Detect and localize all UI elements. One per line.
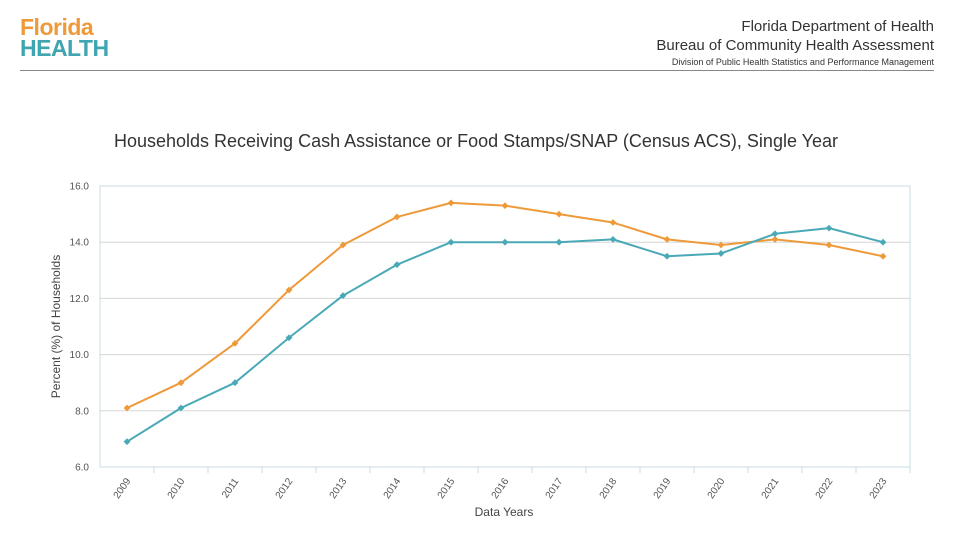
x-tick-label: 2023: [868, 476, 890, 501]
data-point-series-1[interactable]: [393, 213, 401, 221]
data-point-series-1[interactable]: [123, 404, 131, 412]
x-tick-label: 2014: [382, 476, 404, 501]
data-point-series-1[interactable]: [501, 202, 509, 210]
data-point-series-1[interactable]: [609, 219, 617, 226]
data-point-series-1[interactable]: [663, 235, 671, 243]
data-point-series-2[interactable]: [501, 238, 509, 246]
data-point-series-2[interactable]: [717, 250, 725, 257]
header-organization: Florida Department of Health Bureau of C…: [656, 17, 934, 69]
data-point-series-2[interactable]: [609, 235, 617, 243]
data-point-series-1[interactable]: [879, 252, 887, 260]
data-point-series-2[interactable]: [393, 261, 401, 269]
data-point-series-2[interactable]: [555, 238, 563, 246]
data-point-series-1[interactable]: [231, 339, 239, 347]
y-tick-label: 10.0: [70, 350, 90, 361]
data-point-series-2[interactable]: [123, 438, 131, 446]
data-point-series-2[interactable]: [285, 334, 293, 342]
x-tick-label: 2011: [220, 476, 242, 500]
y-tick-label: 8.0: [75, 406, 89, 417]
y-tick-label: 6.0: [75, 463, 89, 474]
logo-text-florida: Florida: [20, 14, 94, 40]
x-tick-label: 2017: [544, 476, 566, 501]
data-point-series-1[interactable]: [177, 379, 185, 387]
data-point-series-2[interactable]: [879, 238, 887, 246]
data-point-series-2[interactable]: [339, 292, 347, 299]
y-tick-label: 14.0: [70, 238, 90, 249]
data-point-series-1[interactable]: [555, 210, 563, 218]
x-tick-label: 2021: [760, 476, 782, 501]
x-axis-label: Data Years: [475, 505, 534, 519]
header-divider: [20, 70, 934, 71]
data-point-series-1[interactable]: [771, 235, 779, 243]
x-tick-label: 2020: [706, 476, 728, 501]
y-tick-label: 12.0: [70, 294, 90, 305]
chart-title: Households Receiving Cash Assistance or …: [113, 131, 839, 151]
header-division: Division of Public Health Statistics and…: [671, 57, 934, 67]
data-point-series-2[interactable]: [447, 238, 455, 246]
plot-area: [99, 185, 911, 468]
x-tick-label: 2009: [112, 476, 134, 501]
header-department: Florida Department of Health: [741, 18, 934, 35]
florida-health-logo: Florida HEALTH: [20, 16, 109, 60]
data-point-series-1[interactable]: [717, 241, 725, 249]
header-bureau: Bureau of Community Health Assessment: [656, 37, 934, 54]
x-tick-label: 2016: [490, 476, 512, 501]
x-tick-label: 2015: [436, 476, 458, 501]
data-point-series-1[interactable]: [285, 286, 293, 294]
y-axis-label: Percent (%) of Households: [49, 255, 63, 398]
x-tick-label: 2013: [328, 476, 350, 501]
x-tick-label: 2019: [652, 476, 674, 501]
data-point-series-1[interactable]: [447, 199, 455, 207]
x-tick-label: 2010: [166, 476, 188, 501]
series-line-2: [126, 227, 884, 443]
x-tick-label: 2022: [814, 476, 836, 501]
data-point-series-2[interactable]: [663, 252, 671, 260]
data-point-series-1[interactable]: [339, 241, 347, 249]
data-point-series-2[interactable]: [177, 404, 185, 412]
x-tick-label: 2018: [598, 476, 620, 501]
data-point-series-2[interactable]: [231, 379, 239, 387]
x-tick-label: 2012: [274, 476, 296, 501]
data-point-series-1[interactable]: [825, 241, 833, 249]
y-tick-label: 16.0: [70, 182, 90, 193]
data-point-series-2[interactable]: [825, 224, 833, 232]
data-point-series-2[interactable]: [771, 230, 779, 238]
logo-text-health: HEALTH: [20, 35, 109, 61]
